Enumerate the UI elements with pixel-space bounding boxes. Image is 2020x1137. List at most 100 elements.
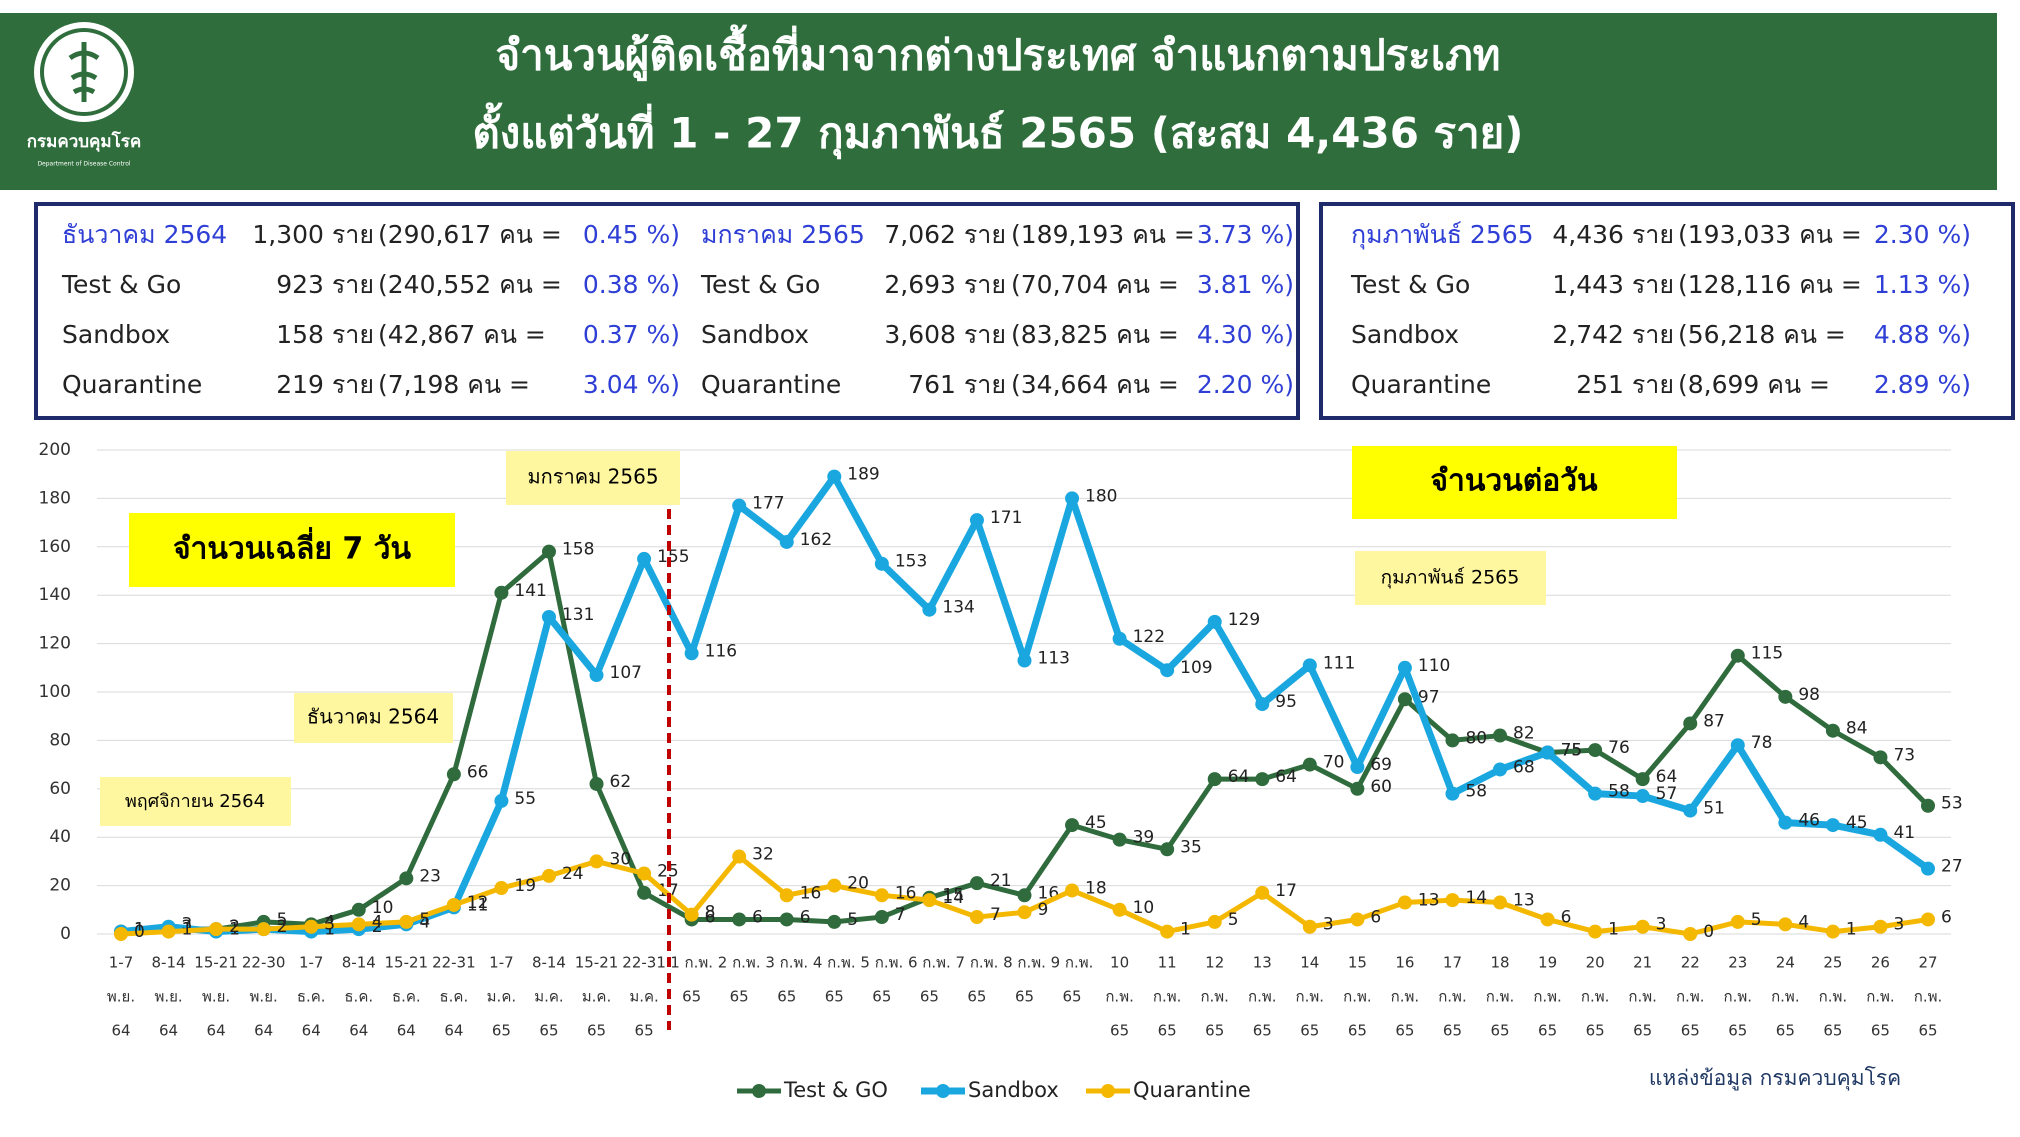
data-label: 5 [277,910,288,930]
summary-label: Sandbox [701,320,809,349]
summary-percent: 3.73 %) [1197,220,1294,249]
data-label: 17 [1275,881,1297,901]
x-tick-label: 65 [1395,1022,1414,1040]
point [732,849,747,864]
data-label: 66 [467,762,489,782]
data-label: 8 [705,903,716,923]
summary-cases: 1,443 ราย [1552,270,1674,299]
summary-detail: (42,867 คน = [378,320,546,349]
summary-detail: (34,664 คน = [1011,370,1179,399]
data-label: 75 [1561,741,1583,761]
data-label: 2 [229,917,240,937]
point [969,513,984,528]
data-label: 180 [1085,486,1117,506]
x-tick-label: 22-30 [242,954,286,972]
data-label: 16 [800,883,822,903]
summary: ธันวาคม 2564 1,300 ราย (290,617 คน = 0.45 %… [61,220,1971,399]
data-label: 95 [1275,692,1297,712]
x-tick-label: 64 [349,1022,368,1040]
point [874,910,889,925]
data-label: 16 [895,883,917,903]
point [494,793,509,808]
x-tick-label: 65 [1728,1022,1747,1040]
x-tick-label: ธ.ค. [392,988,421,1006]
x-tick-label: 65 [1063,988,1082,1006]
data-label: 115 [1751,644,1783,664]
data-label: 80 [1465,728,1487,748]
x-tick-label: 64 [159,1022,178,1040]
data-label: 58 [1608,782,1630,802]
x-tick-label: 25 [1823,954,1842,972]
x-tick-label: พ.ย. [154,988,182,1006]
annotation-box [1352,446,1677,519]
x-tick-label: 17 [1443,954,1462,972]
x-tick-label: 8 ก.พ. [1003,954,1046,972]
summary-percent: 4.88 %) [1874,320,1971,349]
point [589,854,604,869]
data-label: 25 [657,862,679,882]
point [494,585,509,600]
x-tick-label: 14 [1300,954,1319,972]
data-label: 14 [942,888,964,908]
x-tick-label: 16 [1395,954,1414,972]
annotation: พฤศจิกายน 2564 [125,791,265,812]
x-tick-label: 26 [1871,954,1890,972]
x-tick-label: ก.พ. [1248,988,1277,1006]
point [1207,914,1222,929]
point [1350,781,1365,796]
title: ตั้งแต่วันที่ 1 - 27 กุมภาพันธ์ 2565 (สะ… [472,102,1523,160]
summary-label: Sandbox [1351,320,1459,349]
data-label: 13 [1513,891,1535,911]
x-tick-label: 27 [1918,954,1937,972]
point [1778,815,1793,830]
data-label: 158 [562,540,594,560]
point [874,556,889,571]
x-tick-label: 65 [1681,1022,1700,1040]
x-tick-label: ก.พ. [1914,988,1943,1006]
data-label: 46 [1798,811,1820,831]
summary-detail: (290,617 คน = [378,220,562,249]
summary-cases: 923 ราย [276,270,374,299]
data-label: 76 [1608,738,1630,758]
y-tick-label: 20 [49,876,71,896]
data-label: 5 [1228,910,1239,930]
summary-label: Test & Go [700,270,820,299]
y-tick-label: 120 [39,634,71,654]
data-label: 6 [1561,907,1572,927]
data-label: 177 [752,494,784,514]
data-label: 35 [1180,837,1202,857]
point [1065,818,1080,833]
annotation-box [100,777,291,826]
point [1493,762,1508,777]
annotation: กุมภาพันธ์ 2565 [1381,567,1520,590]
x-tick-label: ก.พ. [1153,988,1182,1006]
data-label: 2 [277,917,288,937]
logo-ring [40,28,128,116]
x-tick-label: 24 [1776,954,1795,972]
point [1730,914,1745,929]
data-label: 6 [752,907,763,927]
data-label: 13 [1418,891,1440,911]
point [494,881,509,896]
point [114,927,128,941]
x-tick-label: 20 [1586,954,1605,972]
point [1302,919,1317,934]
data-label: 64 [1656,767,1678,787]
x-tick-label: 1-7 [299,954,324,972]
x-tick-label: 65 [1490,1022,1509,1040]
x-tick-label: 65 [1776,1022,1795,1040]
x-tick-label: 65 [1205,1022,1224,1040]
data-label: 15 [942,886,964,906]
x-tick-label: 10 [1110,954,1129,972]
point [446,767,461,782]
data-label: 19 [514,876,536,896]
point [541,544,556,559]
summary-label: กุมภาพันธ์ 2565 [1351,220,1534,250]
point [1825,924,1840,939]
data-label: 9 [1038,900,1049,920]
point [874,888,889,903]
y-tick-label: 0 [60,924,71,944]
point [684,646,699,661]
summary-cases: 251 ราย [1576,370,1674,399]
